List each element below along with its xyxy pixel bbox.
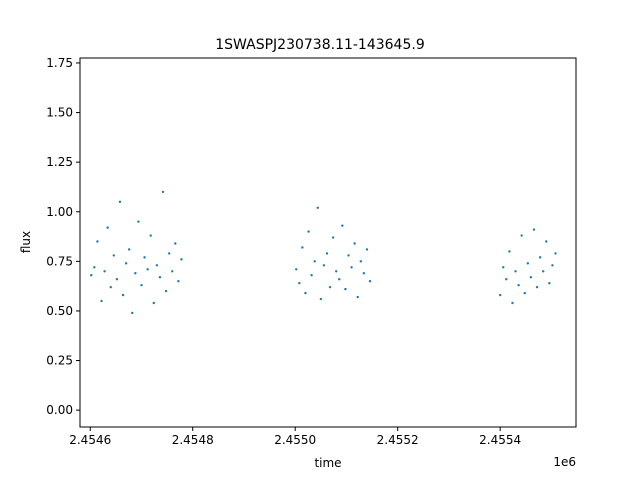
y-tick-label: 0.00 xyxy=(46,403,73,417)
data-point xyxy=(301,246,304,249)
data-point xyxy=(127,248,131,251)
y-axis-label: flux xyxy=(19,231,33,253)
data-point xyxy=(137,220,140,223)
data-point xyxy=(143,256,146,259)
y-tick-label: 1.25 xyxy=(46,155,73,169)
data-point xyxy=(149,234,152,237)
data-point xyxy=(359,260,362,263)
data-point xyxy=(146,268,149,271)
data-point xyxy=(307,230,310,233)
plot-area-frame xyxy=(79,57,577,428)
data-point xyxy=(356,295,359,299)
x-tick-label: 2.4554 xyxy=(479,433,521,447)
data-point xyxy=(103,270,106,273)
data-point xyxy=(520,234,523,237)
data-point xyxy=(368,279,372,283)
data-point xyxy=(96,240,99,243)
data-point xyxy=(313,260,316,263)
data-point xyxy=(180,258,183,261)
data-point xyxy=(338,278,341,281)
x-axis-label: time xyxy=(314,456,341,470)
data-point xyxy=(328,285,332,289)
data-point xyxy=(551,264,554,267)
data-point xyxy=(502,266,505,269)
x-axis-ticks: 2.4546 2.4548 2.4550 2.4552 2.4554 xyxy=(69,427,521,447)
data-point xyxy=(310,274,313,277)
y-tick-label: 1.50 xyxy=(46,106,73,120)
data-point xyxy=(322,264,326,267)
data-point xyxy=(134,272,137,275)
data-point xyxy=(131,311,134,315)
data-point xyxy=(171,270,174,273)
data-point xyxy=(362,272,366,275)
data-point xyxy=(325,252,329,255)
data-point xyxy=(350,266,353,269)
data-point xyxy=(341,224,344,227)
data-point xyxy=(535,285,539,289)
data-point xyxy=(365,248,369,251)
x-tick-label: 2.4550 xyxy=(274,433,316,447)
data-point xyxy=(538,256,542,259)
data-point xyxy=(109,285,112,289)
y-tick-label: 1.00 xyxy=(46,205,73,219)
data-point xyxy=(100,299,103,303)
data-point xyxy=(542,270,545,273)
data-point xyxy=(508,250,511,253)
data-point xyxy=(514,270,517,273)
x-tick-label: 2.4552 xyxy=(377,433,419,447)
data-point xyxy=(115,278,119,281)
data-point xyxy=(174,242,177,245)
data-point xyxy=(164,289,168,293)
data-point xyxy=(532,228,536,231)
y-tick-label: 0.75 xyxy=(46,254,73,268)
data-point xyxy=(161,190,165,194)
data-point xyxy=(335,270,338,273)
y-axis-ticks: 0.00 0.25 0.50 0.75 1.00 1.25 1.50 1.75 xyxy=(46,56,80,417)
data-point xyxy=(121,293,125,297)
data-points xyxy=(90,190,557,315)
data-point xyxy=(505,278,508,281)
data-point xyxy=(517,283,520,287)
chart-title: 1SWASPJ230738.11-143645.9 xyxy=(215,37,424,53)
data-point xyxy=(347,254,350,257)
data-point xyxy=(152,301,155,305)
data-point xyxy=(511,301,514,305)
data-point xyxy=(498,293,502,297)
data-point xyxy=(554,252,557,255)
data-point xyxy=(523,291,526,295)
data-point xyxy=(545,240,548,243)
data-point xyxy=(526,262,530,265)
data-point xyxy=(529,276,533,279)
data-point xyxy=(344,287,347,291)
y-tick-label: 0.50 xyxy=(46,304,73,318)
data-point xyxy=(155,264,159,267)
data-point xyxy=(304,291,307,295)
x-tick-label: 2.4548 xyxy=(172,433,214,447)
y-tick-label: 1.75 xyxy=(46,56,73,70)
data-point xyxy=(124,262,128,265)
data-point xyxy=(548,281,551,285)
data-point xyxy=(106,226,109,229)
y-tick-label: 0.25 xyxy=(46,354,73,368)
data-point xyxy=(353,242,356,245)
data-point xyxy=(331,236,335,239)
data-point xyxy=(298,281,301,285)
data-point xyxy=(158,276,162,279)
data-point xyxy=(112,254,116,257)
data-point xyxy=(140,283,143,287)
data-point xyxy=(118,200,122,204)
data-point xyxy=(90,274,93,277)
data-point xyxy=(319,297,323,301)
data-point xyxy=(316,206,319,209)
data-point xyxy=(295,268,298,271)
data-point xyxy=(93,266,96,269)
x-axis-offset-label: 1e6 xyxy=(553,455,576,469)
x-tick-label: 2.4546 xyxy=(69,433,111,447)
data-point xyxy=(167,252,171,255)
data-point xyxy=(177,279,180,283)
